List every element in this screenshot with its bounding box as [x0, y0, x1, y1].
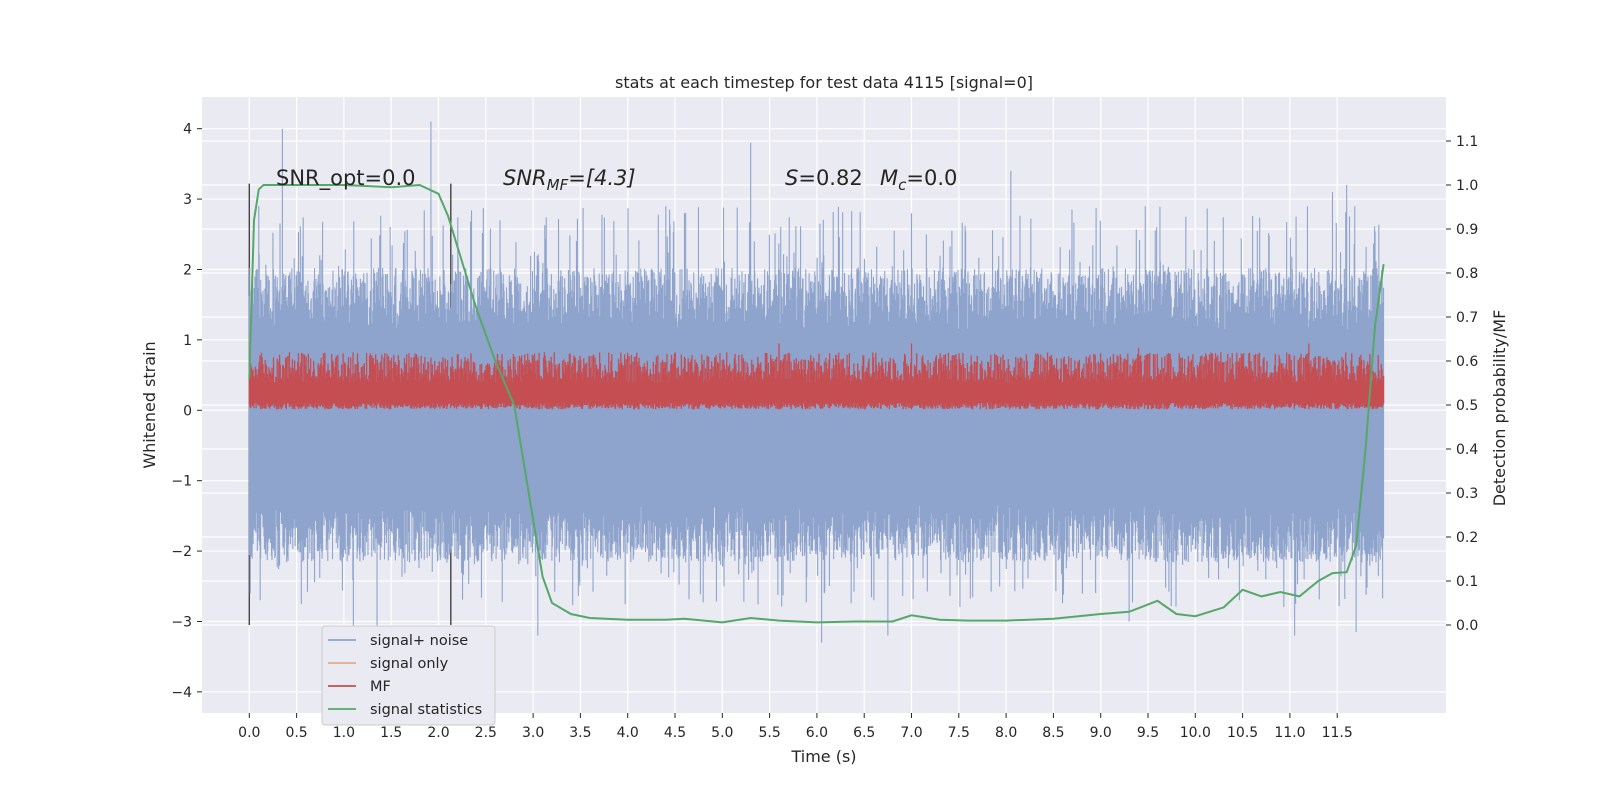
annotation-snr-mf-rest: =[4.3] — [568, 166, 635, 190]
x-tick-label-6: 3.0 — [522, 725, 544, 741]
y2-tick-label-7: 0.4 — [1456, 442, 1478, 458]
x-tick-label-18: 9.0 — [1090, 725, 1112, 741]
x-axis-ticks: 0.0 0.5 1.0 1.5 2.0 2.5 3.0 3.5 4.0 4.5 5.0 5.5 6.0 6… — [238, 713, 1353, 741]
annotation-s: S=0.82 — [785, 166, 863, 190]
x-tick-label-14: 7.0 — [900, 725, 922, 741]
x-tick-label-15: 7.5 — [948, 725, 970, 741]
x-tick-label-9: 4.5 — [664, 725, 686, 741]
x-tick-label-11: 5.5 — [758, 725, 780, 741]
x-tick-label-5: 2.5 — [475, 725, 497, 741]
annotation-s-var: S — [785, 166, 798, 190]
y-tick-label-7: −3 — [171, 614, 192, 630]
y2-tick-label-6: 0.5 — [1456, 398, 1478, 414]
y-tick-label-6: −2 — [171, 544, 192, 560]
legend-label-mf: MF — [370, 679, 391, 695]
y2-tick-label-4: 0.7 — [1456, 310, 1478, 326]
x-tick-label-7: 3.5 — [569, 725, 591, 741]
annotation-snr-mf: SNRMF=[4.3] — [503, 166, 636, 194]
y2-tick-label-8: 0.3 — [1456, 486, 1478, 502]
x-tick-label-22: 11.0 — [1274, 725, 1305, 741]
annotation-s-value: =0.82 — [798, 166, 862, 190]
legend-label-signal-noise: signal+ noise — [370, 633, 468, 649]
y2-tick-label-3: 0.8 — [1456, 266, 1478, 282]
x-tick-label-16: 8.0 — [995, 725, 1017, 741]
legend-box — [321, 625, 496, 726]
x-tick-label-23: 11.5 — [1322, 725, 1353, 741]
x-tick-label-17: 8.5 — [1042, 725, 1064, 741]
x-tick-label-8: 4.0 — [617, 725, 639, 741]
legend-label-signal-only: signal only — [370, 656, 449, 672]
y-axis-ticks: 4 3 2 1 0 −1 −2 −3 −4 — [171, 122, 202, 701]
y-tick-label-5: −1 — [171, 474, 192, 490]
x-tick-label-21: 10.5 — [1227, 725, 1258, 741]
y2-axis-label: Detection probability/MF — [1490, 310, 1509, 507]
x-tick-label-2: 1.0 — [333, 725, 355, 741]
annotation-snr-mf-main: SNR — [503, 166, 547, 190]
annotation-snr-opt: SNR_opt=0.0 — [276, 166, 416, 191]
y-tick-label-4: 0 — [183, 403, 192, 419]
x-tick-label-13: 6.5 — [853, 725, 875, 741]
legend: signal+ noise signal only MF signal stat… — [321, 625, 496, 726]
x-tick-label-19: 9.5 — [1137, 725, 1159, 741]
y2-tick-label-10: 0.1 — [1456, 574, 1478, 590]
x-tick-label-10: 5.0 — [711, 725, 733, 741]
y-tick-label-0: 4 — [183, 122, 192, 138]
x-tick-label-0: 0.0 — [238, 725, 260, 741]
annotation-snr-mf-sub: MF — [547, 176, 569, 194]
x-tick-label-20: 10.0 — [1180, 725, 1211, 741]
y2-axis-ticks: 1.1 1.0 0.9 0.8 0.7 0.6 0.5 0.4 0.3 0.2 0.1 0.0 — [1446, 134, 1478, 634]
y2-tick-label-1: 1.0 — [1456, 178, 1478, 194]
y2-tick-label-2: 0.9 — [1456, 222, 1478, 238]
legend-label-signal-statistics: signal statistics — [370, 702, 482, 718]
annotation-mc-var: M — [880, 166, 898, 190]
annotation-mc-value: =0.0 — [906, 166, 957, 190]
y2-tick-label-0: 1.1 — [1456, 134, 1478, 150]
series-signal-statistics-line — [248, 183, 1385, 624]
x-tick-label-12: 6.0 — [806, 725, 828, 741]
y-tick-label-8: −4 — [171, 685, 192, 701]
y-tick-label-2: 2 — [183, 262, 192, 278]
y2-tick-label-9: 0.2 — [1456, 530, 1478, 546]
x-tick-label-4: 2.0 — [427, 725, 449, 741]
x-axis-label: Time (s) — [790, 747, 856, 766]
y2-tick-label-11: 0.0 — [1456, 618, 1478, 634]
annotation-mc: Mc=0.0 — [880, 166, 957, 194]
x-tick-label-1: 0.5 — [285, 725, 307, 741]
x-tick-label-3: 1.5 — [380, 725, 402, 741]
y-axis-label: Whitened strain — [140, 341, 159, 468]
y-tick-label-1: 3 — [183, 192, 192, 208]
annotation-mc-sub: c — [898, 176, 907, 194]
y2-tick-label-5: 0.6 — [1456, 354, 1478, 370]
chart-title: stats at each timestep for test data 411… — [615, 73, 1033, 92]
y-tick-label-3: 1 — [183, 333, 192, 349]
